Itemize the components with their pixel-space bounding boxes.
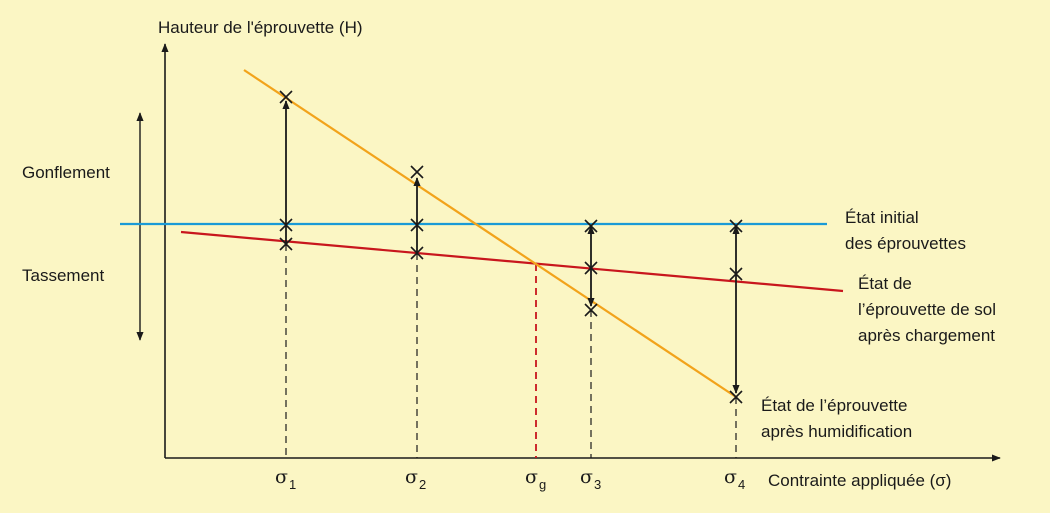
tick-sigma-3-sub: 3: [594, 477, 601, 492]
initial-label-line-2: des éprouvettes: [845, 234, 966, 253]
settlement-label: Tassement: [22, 266, 104, 285]
wetted-state-label: État de l’éprouvette après humidificatio…: [761, 396, 912, 441]
cross-sigma-3-initial: [584, 219, 598, 233]
cross-sigma-2-top: [410, 165, 424, 179]
cross-sigma-4-loaded: [729, 267, 743, 281]
tick-sigma-2-sub: 2: [419, 477, 426, 492]
loaded-label-line-3: après chargement: [858, 326, 995, 345]
initial-label-line-1: État initial: [845, 208, 919, 227]
loaded-label-line-1: État de: [858, 274, 912, 293]
tick-sigma-1-sub: 1: [289, 477, 296, 492]
initial-state-label: État initial des éprouvettes: [845, 208, 966, 253]
tick-sigma-4-sub: 4: [738, 477, 745, 492]
tick-sigma-1-symbol: σ: [275, 466, 288, 488]
wetted-state-line: [243, 69, 737, 398]
cross-sigma-4-initial: [729, 219, 743, 233]
wetted-label-line-1: État de l’éprouvette: [761, 396, 907, 415]
tick-sigma-g-symbol: σ: [525, 466, 538, 488]
y-axis-label: Hauteur de l'éprouvette (H): [158, 18, 363, 37]
cross-sigma-1-initial: [279, 218, 293, 232]
cross-sigma-1-wetted: [279, 90, 293, 104]
cross-sigma-1-loaded: [279, 237, 293, 251]
cross-sigma-3-loaded: [584, 261, 598, 275]
tick-sigma-3-symbol: σ: [580, 466, 593, 488]
tick-sigma-3: σ3: [580, 466, 601, 492]
loaded-label-line-2: l’éprouvette de sol: [858, 300, 996, 319]
guide-lines: [285, 244, 737, 458]
tick-sigma-2-symbol: σ: [405, 466, 418, 488]
tick-sigma-2: σ2: [405, 466, 426, 492]
loaded-state-line: [180, 230, 844, 293]
cross-markers: [279, 90, 743, 404]
loaded-state-label: État de l’éprouvette de sol après charge…: [858, 274, 1001, 345]
swelling-label: Gonflement: [22, 163, 110, 182]
tick-sigma-1: σ1: [275, 466, 296, 492]
change-arrows: [282, 100, 740, 394]
x-axis-label: Contrainte appliquée (σ): [768, 471, 951, 490]
wetted-label-line-2: après humidification: [761, 422, 912, 441]
tick-sigma-4-symbol: σ: [724, 466, 737, 488]
cross-sigma-4-wetted: [729, 390, 743, 404]
tick-sigma-g: σg: [525, 466, 546, 492]
tick-sigma-g-sub: g: [539, 477, 546, 492]
tick-sigma-4: σ4: [724, 466, 745, 492]
cross-sigma-2-initial: [410, 218, 424, 232]
cross-sigma-2-loaded: [410, 246, 424, 260]
cross-sigma-3-wetted: [584, 303, 598, 317]
